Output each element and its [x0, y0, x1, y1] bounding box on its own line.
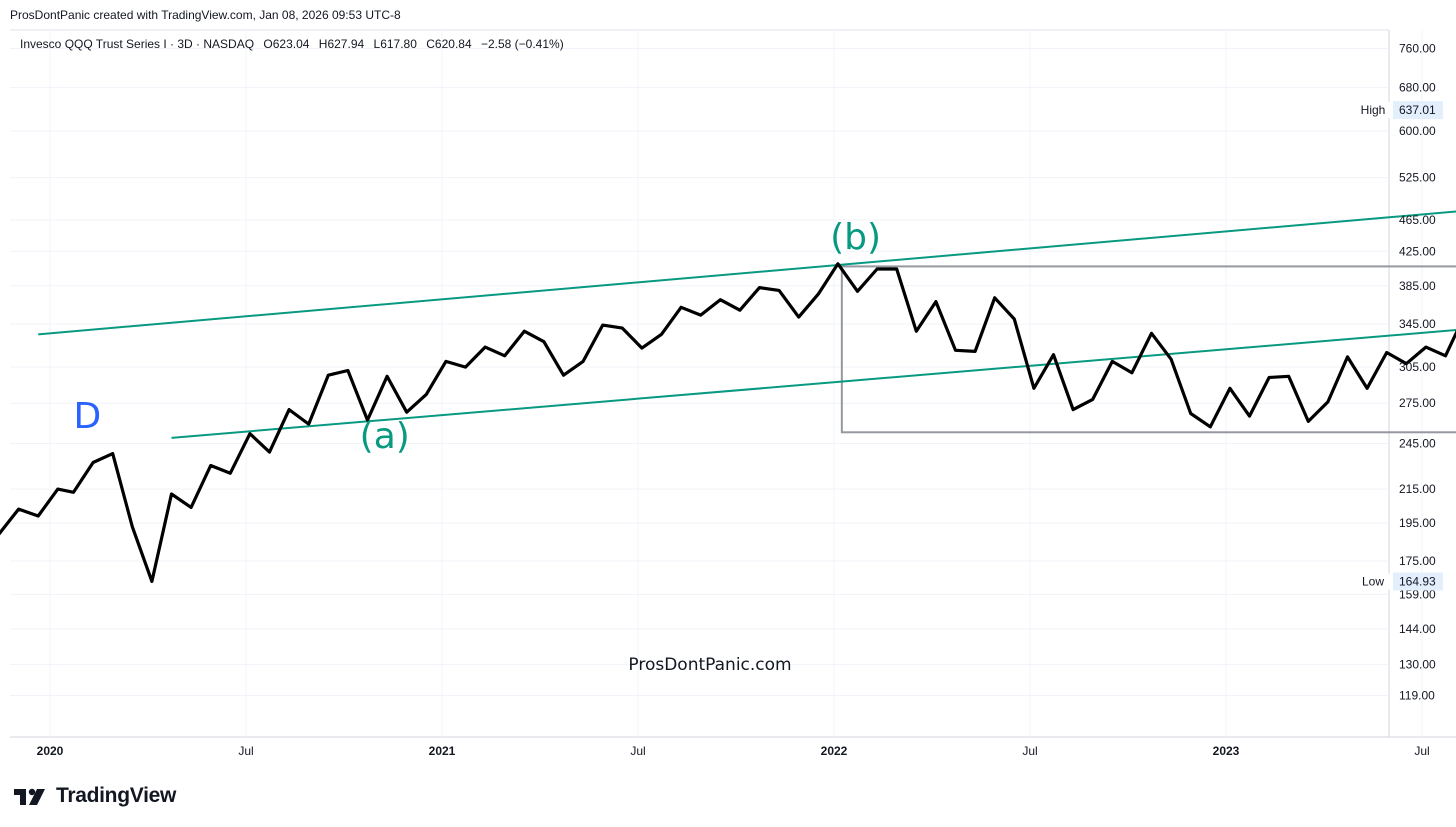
high-tag-value: 637.01 — [1399, 103, 1436, 117]
low-tag-value: 164.93 — [1399, 575, 1436, 589]
y-tick-label: 760.00 — [1399, 42, 1436, 56]
annotations: 0 (539.94)0.618 (401.12)1 (333.80)D(a)(b… — [74, 217, 882, 457]
y-tick-label: 130.00 — [1399, 658, 1436, 672]
y-tick-label: 159.00 — [1399, 587, 1436, 601]
price-series[interactable] — [0, 111, 1456, 584]
legend-close: C620.84 — [426, 37, 472, 51]
x-tick-label: 2021 — [429, 744, 456, 758]
y-tick-label: 175.00 — [1399, 554, 1436, 568]
y-tick-label: 525.00 — [1399, 171, 1436, 185]
x-tick-label: 2020 — [37, 744, 64, 758]
legend-open: O623.04 — [263, 37, 309, 51]
low-tag-label: Low — [1362, 575, 1384, 589]
fib-boxes — [840, 265, 1456, 434]
wave-D-label: D — [74, 396, 102, 437]
y-tick-label: 215.00 — [1399, 482, 1436, 496]
y-tick-label: 245.00 — [1399, 436, 1436, 450]
plot-frame — [10, 29, 1456, 738]
x-tick-label: 2023 — [1213, 744, 1240, 758]
x-tick-label: Jul — [1414, 744, 1429, 758]
x-tick-label: 2022 — [821, 744, 848, 758]
low-tag-value-bg — [1393, 572, 1443, 591]
chart-legend: Invesco QQQ Trust Series I · 3D · NASDAQ… — [20, 37, 564, 51]
watermark-text: ProsDontPanic.com — [628, 655, 791, 675]
legend-change: −2.58 (−0.41%) — [481, 37, 564, 51]
legend-low: L617.80 — [374, 37, 418, 51]
upper-channel[interactable] — [38, 110, 1456, 336]
range-box-2022 — [840, 265, 1456, 434]
y-tick-label: 305.00 — [1399, 360, 1436, 374]
high-tag-label-bg — [1356, 102, 1390, 119]
y-tick-label: 195.00 — [1399, 516, 1436, 530]
qqq-price-line[interactable] — [0, 111, 1456, 584]
y-tick-label: 385.00 — [1399, 279, 1436, 293]
channel-lines[interactable] — [38, 110, 1456, 439]
x-tick-label: Jul — [630, 744, 645, 758]
legend-symbol: Invesco QQQ Trust Series I · 3D · NASDAQ — [20, 37, 254, 51]
attribution-text: ProsDontPanic created with TradingView.c… — [10, 8, 401, 22]
lower-channel[interactable] — [171, 223, 1456, 439]
attribution-bar: ProsDontPanic created with TradingView.c… — [0, 0, 1456, 30]
y-tick-label: 465.00 — [1399, 213, 1436, 227]
low-tag-label-bg — [1356, 573, 1390, 590]
tradingview-logo[interactable]: TradingView — [12, 784, 176, 808]
tradingview-logo-icon — [14, 788, 45, 805]
y-tick-label: 680.00 — [1399, 80, 1436, 94]
wave-b-paren-label: (b) — [830, 217, 881, 258]
high-tag-label: High — [1361, 103, 1386, 117]
y-tick-label: 425.00 — [1399, 244, 1436, 258]
y-tick-label: 600.00 — [1399, 124, 1436, 138]
y-tick-label: 119.00 — [1399, 688, 1435, 702]
price-tags: High 637.01 Low 164.93 — [1356, 101, 1443, 591]
x-tick-label: Jul — [238, 744, 253, 758]
wave-a-paren-label: (a) — [360, 416, 410, 457]
high-tag-value-bg — [1393, 101, 1443, 120]
y-tick-label: 144.00 — [1399, 622, 1436, 636]
y-tick-label: 345.00 — [1399, 317, 1436, 331]
legend-high: H627.94 — [319, 37, 365, 51]
y-tick-label: 275.00 — [1399, 396, 1436, 410]
tradingview-brand-text: TradingView — [56, 784, 177, 807]
grid — [10, 30, 1423, 737]
y-axis[interactable]: 760.00 680.00 600.00 525.00 465.00 425.00 385.… — [1399, 42, 1436, 703]
x-axis[interactable]: 2020Jul2021Jul2022Jul2023Jul2024Jul2025J… — [37, 744, 1456, 758]
x-tick-label: Jul — [1022, 744, 1037, 758]
